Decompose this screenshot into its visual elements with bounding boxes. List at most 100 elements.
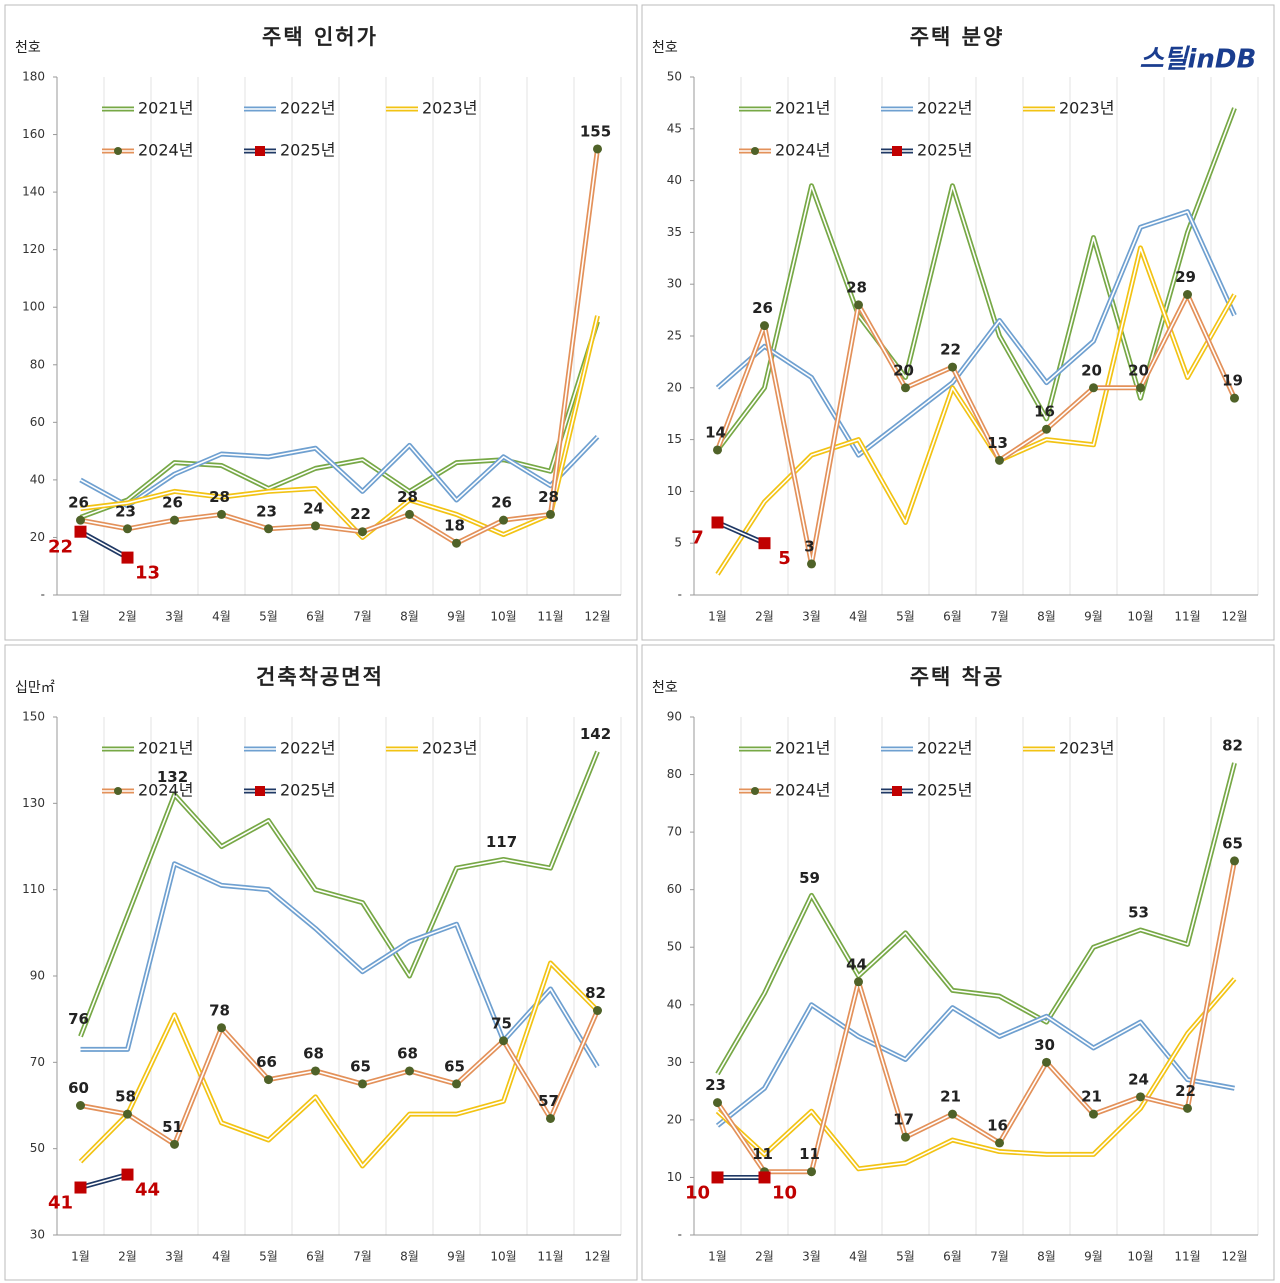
data-label: 44 [846,955,867,973]
data-label: 20 [1128,361,1149,379]
legend-label: 2021년 [138,99,193,118]
x-tick-label: 11월 [537,610,563,624]
legend-marker [255,146,265,156]
marker [170,1139,179,1149]
series-line-core [717,1003,1235,1127]
data-label: 41 [48,1193,73,1214]
legend-label: 2021년 [138,739,193,758]
marker [1042,1057,1051,1067]
marker [901,383,910,393]
marker [311,1066,320,1076]
data-label: 58 [115,1088,136,1106]
data-label: 20 [893,361,914,379]
y-tick-label: 50 [667,940,682,954]
data-label: 7 [691,527,704,548]
y-tick-label: 10 [667,1170,682,1184]
marker [593,1006,602,1016]
data-label: 142 [580,725,611,743]
y-tick-label: 30 [30,1228,45,1242]
legend-label: 2023년 [422,739,477,758]
data-label: 82 [1222,737,1243,755]
legend-label: 2024년 [138,141,193,160]
marker [807,559,816,569]
x-tick-label: 10월 [490,610,516,624]
x-tick-label: 6월 [943,1250,962,1264]
x-tick-label: 7월 [990,610,1009,624]
marker [948,1109,957,1119]
marker [995,1138,1004,1148]
x-tick-label: 4월 [849,1250,868,1264]
panel [641,644,1275,1281]
y-tick-label: 35 [667,225,682,239]
legend-marker [255,786,265,796]
data-label: 26 [491,494,512,512]
marker [499,1036,508,1046]
data-label: 57 [538,1092,559,1110]
data-label: 22 [48,537,73,558]
x-tick-label: 7월 [353,610,372,624]
marker [1183,1103,1192,1113]
x-tick-label: 2월 [118,610,137,624]
data-label: 14 [705,423,726,441]
legend-label: 2024년 [775,781,830,800]
data-label: 75 [491,1014,512,1032]
data-label: 132 [157,768,188,786]
data-label: 24 [1128,1070,1149,1088]
series-line-core [79,962,599,1167]
marker [948,362,957,372]
y-tick-label: 25 [667,329,682,343]
x-tick-label: 3월 [802,1250,821,1264]
data-label: 29 [1175,268,1196,286]
marker [854,977,863,987]
data-label: 16 [987,1116,1008,1134]
x-tick-label: 2월 [118,1250,137,1264]
series-line-core [80,315,599,539]
series-line-core [716,293,1236,565]
logo: 스틸inDB [1140,45,1257,75]
chart-title: 주택 인허가 [262,25,378,49]
data-label: 13 [987,434,1008,452]
x-tick-label: 8월 [1037,610,1056,624]
marker [995,455,1004,465]
legend-marker [114,147,122,155]
marker [546,1113,555,1123]
marker [499,515,508,525]
legend-label: 2025년 [280,141,335,160]
x-tick-label: 5월 [896,610,915,624]
data-label: 28 [397,488,418,506]
marker [358,527,367,537]
series-line-core [716,210,1236,456]
data-label: 155 [580,122,611,140]
y-tick-label: 60 [667,882,682,896]
data-label: 18 [444,517,465,535]
legend-label: 2021년 [775,739,830,758]
marker [74,525,87,538]
y-tick-label: 10 [667,484,682,498]
data-label: 78 [209,1001,230,1019]
x-tick-label: 8월 [1037,1250,1056,1264]
data-label: 24 [303,499,324,517]
y-tick-label: 20 [30,530,45,544]
y-tick-label: 40 [667,173,682,187]
data-label: 26 [162,494,183,512]
data-label: 60 [68,1079,89,1097]
y-tick-label: - [41,588,45,602]
x-tick-label: 3월 [802,610,821,624]
marker [711,1171,724,1184]
y-axis-unit: 천호 [652,40,678,56]
panel [4,644,638,1281]
y-tick-label: 5 [674,536,682,550]
marker [405,1066,414,1076]
x-tick-label: 11월 [537,1250,563,1264]
y-tick-label: 45 [667,121,682,135]
y-tick-label: 180 [22,70,45,84]
marker [405,509,414,519]
marker [1136,1092,1145,1102]
legend-label: 2022년 [917,99,972,118]
x-tick-label: 4월 [212,1250,231,1264]
x-tick-label: 9월 [447,1250,466,1264]
legend-label: 2025년 [280,781,335,800]
data-label: 23 [705,1076,726,1094]
data-label: 21 [940,1088,961,1106]
data-label: 28 [209,488,230,506]
